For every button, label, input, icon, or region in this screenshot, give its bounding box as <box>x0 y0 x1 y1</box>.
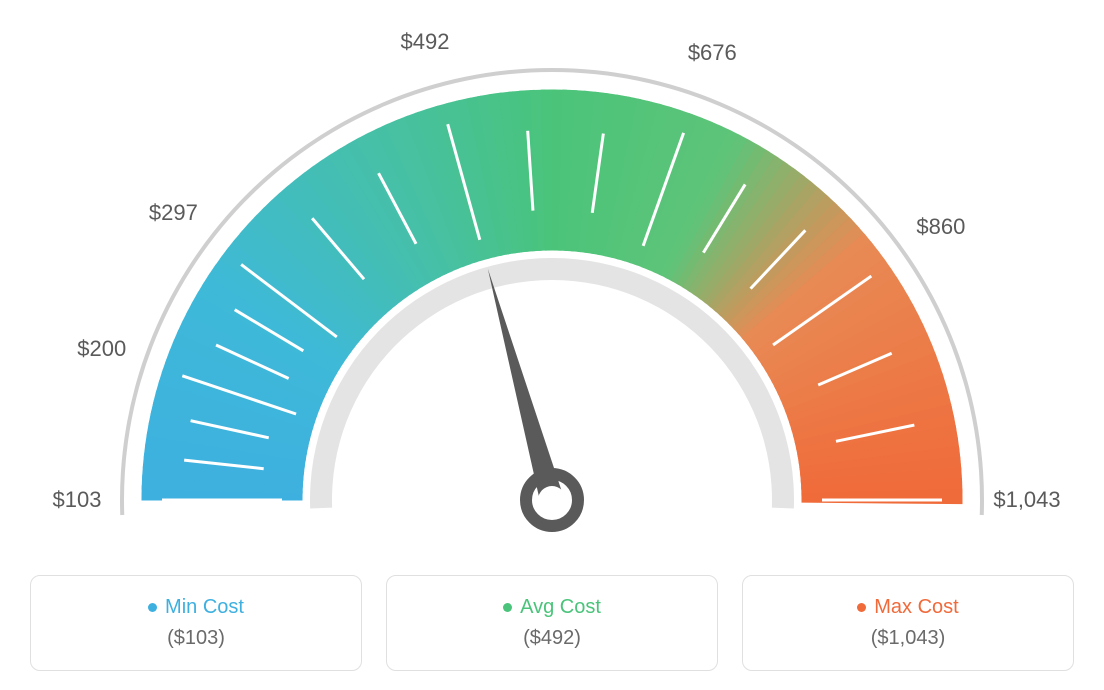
legend-label: Min Cost <box>165 596 244 619</box>
gauge-tick-label: $1,043 <box>993 487 1060 513</box>
legend-value: ($492) <box>397 627 707 650</box>
legend-card-max-cost: Max Cost ($1,043) <box>742 575 1074 671</box>
gauge-tick-label: $860 <box>916 214 965 240</box>
legend-card-min-cost: Min Cost ($103) <box>30 575 362 671</box>
legend-dot-icon <box>503 603 512 612</box>
gauge-tick-label: $200 <box>77 336 126 362</box>
legend-label: Max Cost <box>874 596 958 619</box>
gauge-tick-label: $676 <box>688 40 737 66</box>
gauge-tick-label: $103 <box>53 487 102 513</box>
legend-value: ($1,043) <box>753 627 1063 650</box>
legend-value: ($103) <box>41 627 351 650</box>
legend-label: Avg Cost <box>520 596 601 619</box>
legend-dot-icon <box>148 603 157 612</box>
legend-card-avg-cost: Avg Cost ($492) <box>386 575 718 671</box>
legend-title: Max Cost <box>857 596 958 619</box>
gauge-tick-label: $492 <box>400 29 449 55</box>
gauge-chart: $103 $200 $297 $492 $676 $860 $1,043 <box>0 0 1104 560</box>
gauge-tick-label: $297 <box>149 200 198 226</box>
legend-title: Min Cost <box>148 596 244 619</box>
legend-dot-icon <box>857 603 866 612</box>
legend-title: Avg Cost <box>503 596 601 619</box>
legend-row: Min Cost ($103) Avg Cost ($492) Max Cost ($1,… <box>0 575 1104 671</box>
gauge-svg <box>0 0 1104 560</box>
